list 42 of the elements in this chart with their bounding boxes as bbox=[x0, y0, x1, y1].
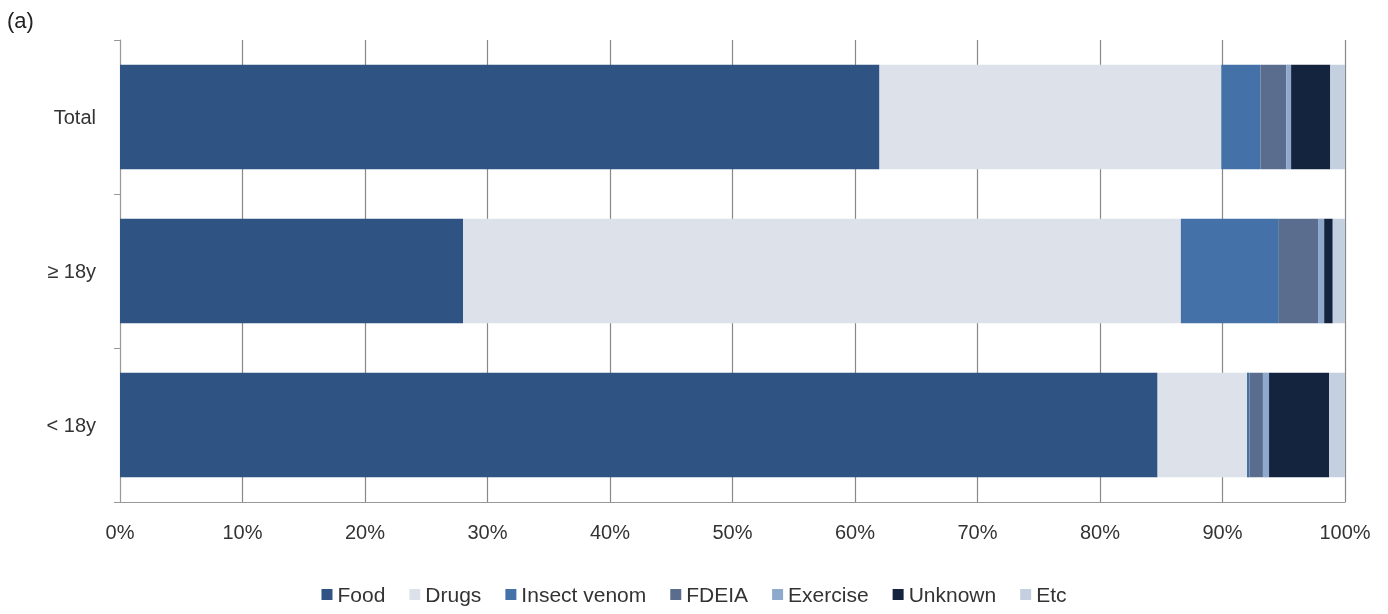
legend-label: FDEIA bbox=[686, 583, 749, 606]
legend-label: Etc bbox=[1036, 583, 1067, 606]
bar bbox=[120, 372, 1158, 478]
x-tick-label: 70% bbox=[957, 521, 998, 543]
bar bbox=[1286, 64, 1292, 170]
bar bbox=[1249, 372, 1263, 478]
x-tick-label: 100% bbox=[1319, 521, 1371, 543]
x-tick-label: 50% bbox=[712, 521, 753, 543]
bar bbox=[1318, 218, 1325, 324]
bar bbox=[1291, 64, 1331, 170]
bar bbox=[1329, 372, 1345, 478]
bar bbox=[1157, 372, 1247, 478]
x-tick-label: 60% bbox=[834, 521, 876, 543]
bar bbox=[1262, 372, 1270, 478]
x-tick-label: 0% bbox=[105, 521, 135, 543]
bar bbox=[1260, 64, 1287, 170]
bar bbox=[1180, 218, 1279, 324]
legend-label: Unknown bbox=[908, 583, 997, 606]
x-tick-label: 40% bbox=[589, 521, 631, 543]
legend-label: Food bbox=[337, 583, 386, 606]
x-tick-label: 20% bbox=[344, 521, 386, 543]
bar bbox=[1332, 218, 1345, 324]
y-tick-label: ≥ 18y bbox=[47, 260, 96, 282]
bar bbox=[120, 218, 463, 324]
legend-label: Exercise bbox=[788, 583, 869, 606]
bar bbox=[1324, 218, 1333, 324]
bar bbox=[1278, 218, 1319, 324]
x-tick-label: 80% bbox=[1079, 521, 1121, 543]
bar bbox=[120, 64, 880, 170]
bar bbox=[1221, 64, 1261, 170]
y-tick-label: < 18y bbox=[46, 414, 96, 436]
legend-label: Drugs bbox=[425, 583, 482, 606]
bar bbox=[463, 218, 1181, 324]
x-tick-label: 30% bbox=[467, 521, 508, 543]
bar bbox=[1269, 372, 1330, 478]
x-tick-label: 90% bbox=[1202, 521, 1243, 543]
y-tick-label: Total bbox=[53, 106, 96, 128]
bar bbox=[879, 64, 1222, 170]
x-tick-label: 10% bbox=[222, 521, 263, 543]
bar bbox=[1330, 64, 1345, 170]
chart-title: (a) bbox=[7, 7, 34, 33]
legend-label: Insect venom bbox=[521, 583, 647, 606]
